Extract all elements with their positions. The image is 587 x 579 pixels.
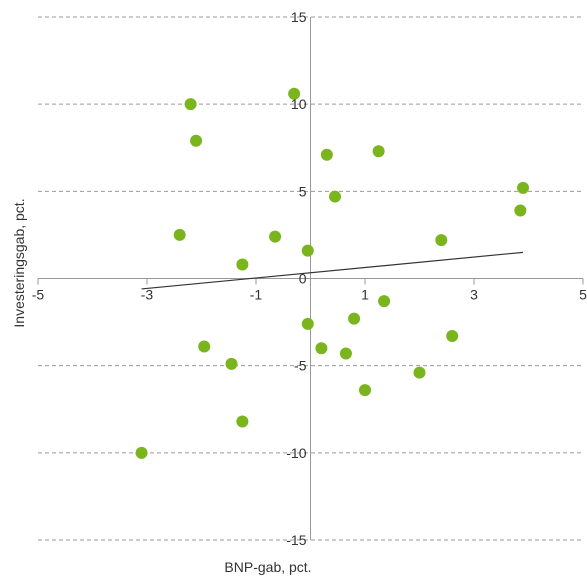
y-tick-label: 15 [291,9,307,25]
data-point [135,446,148,459]
y-tick-label: 10 [291,96,307,112]
tick-labels: -15 -10 -5 0 5 10 15 -5 -3 -1 1 3 5 [32,9,587,548]
y-tick-label: 5 [299,183,307,199]
data-point [514,204,527,217]
data-point [301,244,314,257]
data-point [269,230,282,243]
data-point [517,181,530,194]
axes [37,17,584,540]
data-point [435,234,448,247]
trendline [141,251,524,290]
x-axis-label: BNP-gab, pct. [224,559,311,575]
data-point [301,317,314,330]
y-tick-label: -5 [294,358,307,374]
data-point [359,384,371,397]
data-point [315,342,328,355]
x-tick-label: 3 [470,287,478,303]
data-point [236,415,249,428]
data-point [329,190,342,203]
y-axis-label: Investeringsgab, pct. [11,198,27,327]
x-tick-label: -5 [32,287,45,303]
data-point [446,330,459,343]
data-point [378,295,391,308]
data-points [135,87,530,459]
data-point [348,312,361,325]
data-point [372,145,385,158]
data-point [236,258,249,271]
data-point [288,87,301,100]
data-point [198,340,211,353]
x-tick-label: -1 [250,287,263,303]
trend-line [141,251,524,290]
data-point [173,228,186,241]
data-point [190,134,203,147]
y-tick-label: -15 [286,532,306,548]
x-tick-label: 1 [361,287,369,303]
data-point [413,366,426,379]
data-point [339,347,352,360]
x-tick-label: -3 [141,287,154,303]
y-tick-label: -10 [286,445,306,461]
data-point [320,148,333,161]
data-point [184,98,197,111]
data-point [225,357,238,370]
x-tick-label: 5 [579,287,587,303]
y-tick-label: 0 [299,271,307,287]
